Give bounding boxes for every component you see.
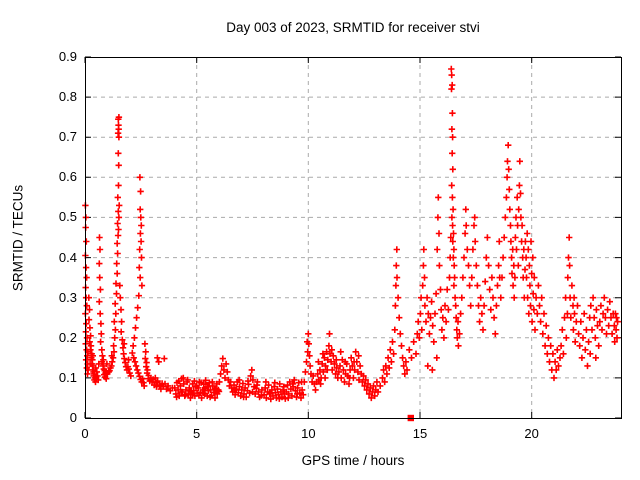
x-tick-label: 20: [524, 426, 539, 441]
y-tick-label: 0.7: [58, 129, 77, 145]
y-tick-label: 0.9: [58, 49, 77, 64]
x-tick-label: 15: [412, 426, 428, 441]
x-axis-label: GPS time / hours: [301, 453, 405, 468]
data-points: [82, 65, 621, 403]
y-tick-label: 0.2: [58, 329, 77, 345]
plot-frame: [85, 57, 622, 419]
x-tick-label: 5: [193, 426, 201, 441]
chart-title: Day 003 of 2023, SRMTID for receiver stv…: [226, 20, 480, 35]
y-tick-label: 0.3: [58, 289, 77, 305]
y-tick-label: 0: [69, 410, 77, 425]
x-tick-label: 10: [301, 426, 316, 441]
x-tick-label: 0: [81, 426, 89, 441]
y-tick-label: 0.5: [58, 209, 77, 225]
y-tick-label: 0.8: [58, 89, 77, 105]
y-tick-label: 0.6: [58, 169, 77, 185]
y-tick-label: 0.4: [58, 249, 77, 265]
y-tick-label: 0.1: [58, 369, 77, 385]
